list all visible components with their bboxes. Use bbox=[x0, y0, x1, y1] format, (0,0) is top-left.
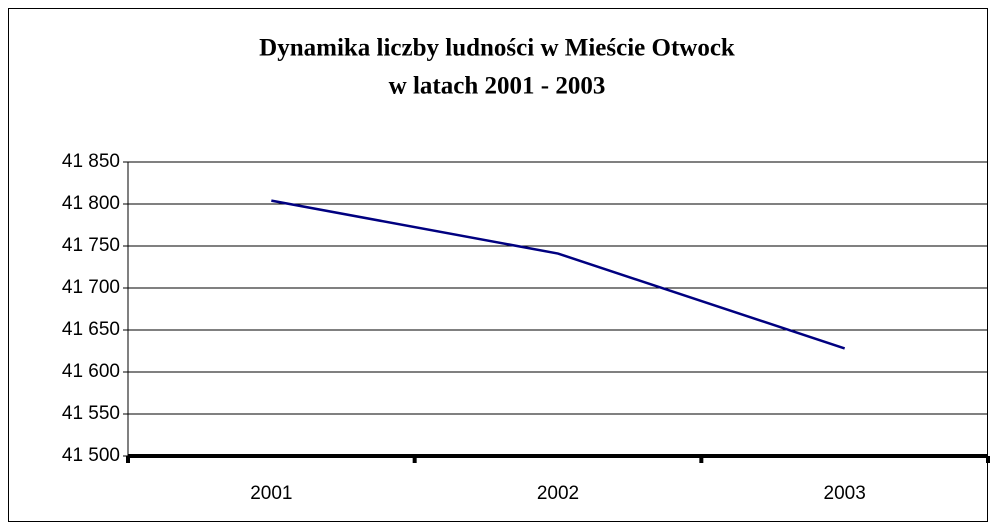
y-tick-label: 41 600 bbox=[62, 361, 120, 382]
y-tick-label: 41 700 bbox=[62, 277, 120, 298]
x-tick-label: 2003 bbox=[824, 483, 866, 504]
y-tick-label: 41 850 bbox=[62, 151, 120, 172]
y-tick-label: 41 750 bbox=[62, 235, 120, 256]
chart-border bbox=[8, 8, 988, 522]
y-tick-label: 41 650 bbox=[62, 319, 120, 340]
x-tick-label: 2002 bbox=[537, 483, 579, 504]
y-tick-label: 41 500 bbox=[62, 445, 120, 466]
line bbox=[271, 199, 846, 350]
chart-title: Dynamika liczby ludności w Mieście Otwoc… bbox=[259, 35, 735, 62]
x-tick-label: 2001 bbox=[250, 483, 292, 504]
chart-subtitle: w latach 2001 - 2003 bbox=[389, 73, 606, 100]
y-tick-label: 41 800 bbox=[62, 193, 120, 214]
y-tick-label: 41 550 bbox=[62, 403, 120, 424]
